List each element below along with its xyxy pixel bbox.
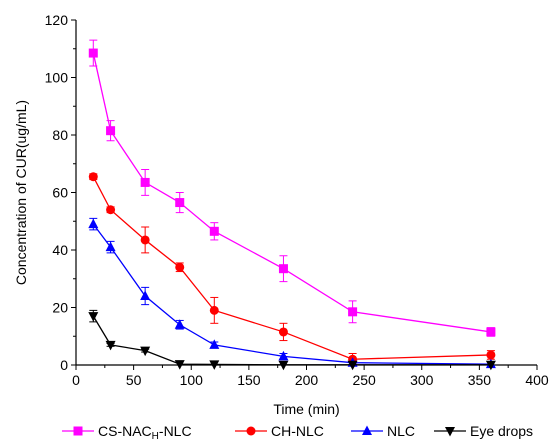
y-tick-label: 0 xyxy=(60,357,68,373)
series-1 xyxy=(88,39,496,337)
data-point xyxy=(88,48,98,58)
data-point xyxy=(278,327,288,337)
data-point xyxy=(347,360,358,371)
x-tick-label: 350 xyxy=(468,372,492,388)
y-tick-label: 60 xyxy=(52,185,68,201)
data-point xyxy=(140,177,150,187)
data-point xyxy=(209,360,220,370)
series-4 xyxy=(88,309,496,371)
x-tick-label: 100 xyxy=(180,372,204,388)
data-point xyxy=(278,264,288,274)
data-point xyxy=(485,360,496,371)
x-tick-label: 0 xyxy=(72,372,80,388)
legend-item: NLC xyxy=(351,423,415,439)
y-tick-label: 120 xyxy=(45,12,69,28)
y-tick-label: 40 xyxy=(52,242,68,258)
legend-marker xyxy=(362,425,372,435)
series-line xyxy=(92,223,491,365)
x-tick-label: 50 xyxy=(126,372,142,388)
legend-label: NLC xyxy=(387,423,415,439)
data-point xyxy=(486,350,496,360)
x-axis-title: Time (min) xyxy=(273,401,339,417)
data-point xyxy=(278,350,289,361)
data-point xyxy=(88,218,99,229)
x-tick-label: 200 xyxy=(295,372,319,388)
x-tick-label: 400 xyxy=(525,372,549,388)
data-point xyxy=(88,172,98,182)
data-point xyxy=(209,226,219,236)
legend-label: CH-NLC xyxy=(271,423,324,439)
data-point xyxy=(140,290,151,300)
data-point xyxy=(106,205,116,215)
series-line xyxy=(92,315,491,366)
data-point xyxy=(486,327,496,337)
y-axis-title: Concentration of CUR(ug/mL) xyxy=(13,100,29,285)
y-tick-label: 100 xyxy=(45,70,69,86)
data-point xyxy=(105,241,116,252)
legend-marker xyxy=(73,426,83,436)
legend-marker xyxy=(246,426,256,436)
data-point xyxy=(348,307,358,317)
x-tick-label: 150 xyxy=(237,372,261,388)
data-point xyxy=(140,235,150,245)
legend-marker xyxy=(445,427,455,437)
y-tick-label: 80 xyxy=(52,127,68,143)
data-point xyxy=(174,319,185,329)
data-point xyxy=(175,262,185,272)
data-point xyxy=(140,346,151,357)
y-tick-label: 20 xyxy=(52,300,68,316)
legend-item: CS-NACH-NLC xyxy=(62,423,192,442)
legend: CS-NACH-NLC CH-NLC NLC Eye drops xyxy=(62,423,533,442)
series-2 xyxy=(88,172,496,366)
series-line xyxy=(92,176,491,360)
x-tick-label: 300 xyxy=(410,372,434,388)
legend-item: Eye drops xyxy=(434,423,533,439)
data-point xyxy=(278,360,289,371)
legend-item: CH-NLC xyxy=(235,423,324,439)
data-point xyxy=(106,126,116,136)
data-point xyxy=(209,339,220,349)
data-point xyxy=(105,340,116,351)
legend-label: Eye drops xyxy=(470,423,533,439)
x-tick-label: 250 xyxy=(352,372,376,388)
data-point xyxy=(88,312,99,322)
series-line xyxy=(92,52,491,333)
data-point xyxy=(174,360,185,370)
data-point xyxy=(175,198,185,208)
data-point xyxy=(209,305,219,315)
legend-label: CS-NACH-NLC xyxy=(98,423,192,442)
